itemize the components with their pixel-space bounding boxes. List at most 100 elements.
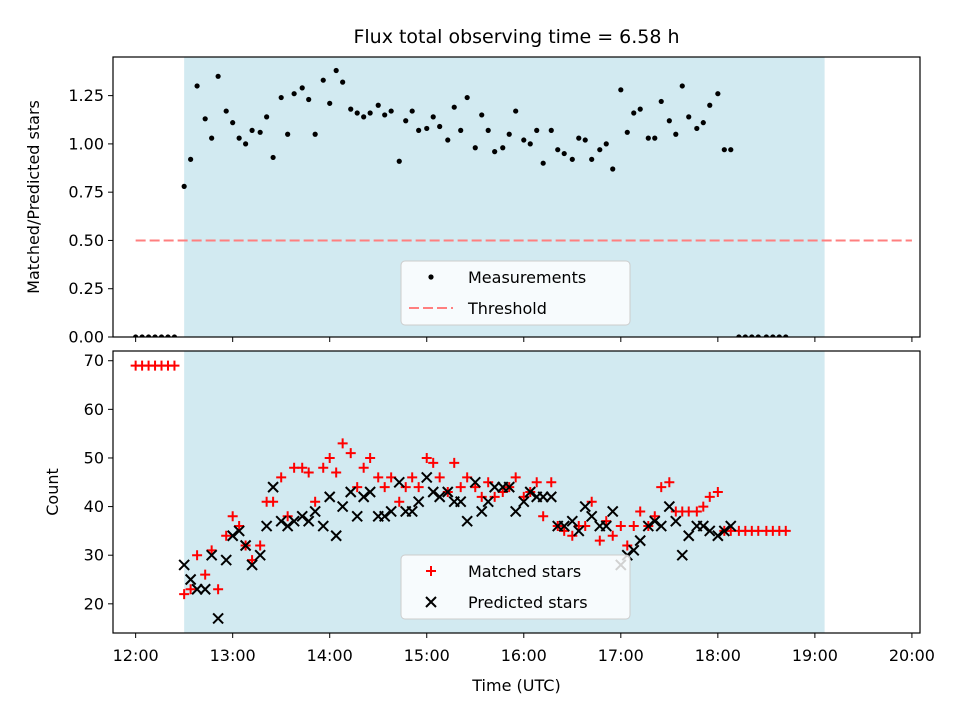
predicted-star-point — [246, 559, 258, 571]
matched-star-point — [449, 457, 460, 468]
predicted-star-point — [385, 505, 397, 518]
measurement-point — [637, 106, 643, 112]
matched-star-point — [213, 584, 224, 595]
measurement-point — [451, 104, 457, 110]
measurement-point — [776, 334, 782, 337]
measurement-point — [492, 149, 498, 155]
matched-star-point — [567, 530, 578, 541]
measurement-point — [367, 110, 373, 116]
matched-star-point — [434, 472, 445, 483]
predicted-star-point — [393, 476, 405, 488]
predicted-star-point — [330, 530, 342, 542]
predicted-star-point — [524, 486, 536, 498]
matched-star-point — [221, 530, 232, 541]
predicted-star-point — [663, 500, 676, 513]
predicted-star-point — [275, 515, 287, 527]
predicted-star-point — [579, 500, 591, 513]
matched-star-point — [546, 477, 557, 488]
measurement-point — [382, 112, 388, 118]
predicted-star-point — [351, 510, 363, 523]
predicted-star-point — [317, 520, 329, 532]
predicted-star-point — [697, 520, 709, 532]
matched-star-point — [531, 477, 542, 488]
y-axis-label: Matched/Predicted stars — [24, 100, 43, 294]
measurement-point — [763, 334, 769, 337]
x-tick-label: 12:00 — [113, 646, 159, 665]
measurement-point — [285, 131, 291, 137]
matched-star-point — [559, 525, 570, 536]
measurement-point — [736, 334, 742, 337]
predicted-star-point — [488, 481, 501, 493]
measurement-point — [348, 106, 354, 112]
predicted-star-point — [421, 471, 433, 484]
legend-label: Measurements — [468, 268, 586, 287]
y-tick-label: 1.25 — [68, 86, 104, 105]
measurement-point — [631, 110, 637, 116]
matched-star-point — [169, 360, 180, 371]
predicted-star-point — [296, 510, 308, 523]
y-tick-label: 20 — [84, 594, 104, 613]
measurement-point — [521, 137, 527, 143]
predicted-star-point — [628, 544, 640, 557]
y-tick-label: 30 — [84, 546, 104, 565]
measurement-point — [652, 135, 658, 141]
predicted-star-point — [442, 486, 454, 498]
measurement-point — [291, 91, 297, 97]
measurement-point — [264, 114, 270, 120]
y-tick-label: 50 — [84, 448, 104, 467]
matched-star-point — [234, 521, 245, 532]
matched-star-point — [470, 482, 481, 493]
measurement-point — [145, 334, 152, 337]
predicted-star-point — [454, 496, 467, 508]
predicted-star-point — [205, 549, 218, 561]
y-tick-label: 0.25 — [68, 279, 104, 298]
measurement-point — [236, 135, 242, 141]
matched-star-point — [358, 462, 369, 473]
measurement-point — [728, 147, 734, 153]
predicted-star-point — [634, 534, 646, 547]
measurement-point — [430, 114, 436, 120]
predicted-star-point — [704, 525, 716, 537]
measurement-point — [666, 118, 672, 124]
measurement-point — [171, 334, 178, 337]
measurement-point — [582, 137, 588, 143]
predicted-star-point — [573, 525, 585, 537]
matched-star-point — [379, 482, 390, 493]
matched-star-point — [352, 482, 363, 493]
measurement-point — [165, 334, 171, 337]
matched-star-point — [483, 477, 494, 488]
predicted-star-point — [712, 530, 724, 542]
predicted-star-point — [655, 520, 667, 532]
measurement-point — [721, 147, 727, 153]
x-tick-label: 16:00 — [501, 646, 547, 665]
predicted-star-point — [469, 476, 481, 488]
predicted-star-point — [191, 583, 203, 595]
predicted-star-point — [585, 510, 598, 523]
matched-star-point — [373, 472, 384, 483]
matched-star-point — [324, 452, 335, 463]
measurement-point — [548, 127, 554, 133]
measurement-point — [139, 334, 145, 337]
predicted-star-point — [683, 530, 695, 542]
measurement-point — [534, 127, 540, 133]
predicted-star-point — [427, 486, 439, 498]
measurement-point — [506, 131, 512, 137]
predicted-star-point — [412, 496, 425, 508]
matched-star-point — [394, 496, 405, 507]
measurement-point — [333, 67, 339, 74]
y-tick-label: 60 — [84, 400, 104, 419]
measurement-point — [679, 83, 685, 89]
matched-star-point — [518, 491, 529, 502]
matched-star-point — [649, 511, 660, 522]
predicted-star-point — [476, 505, 488, 518]
measurement-point — [569, 156, 575, 162]
measurement-point — [624, 129, 630, 135]
measurement-point — [576, 135, 582, 141]
predicted-star-point — [178, 559, 190, 571]
matched-star-point — [635, 506, 646, 517]
legend-label: Matched stars — [468, 562, 581, 581]
predicted-star-point — [545, 491, 557, 503]
predicted-star-point — [433, 491, 446, 503]
measurement-point — [618, 87, 624, 93]
predicted-star-point — [336, 500, 349, 513]
